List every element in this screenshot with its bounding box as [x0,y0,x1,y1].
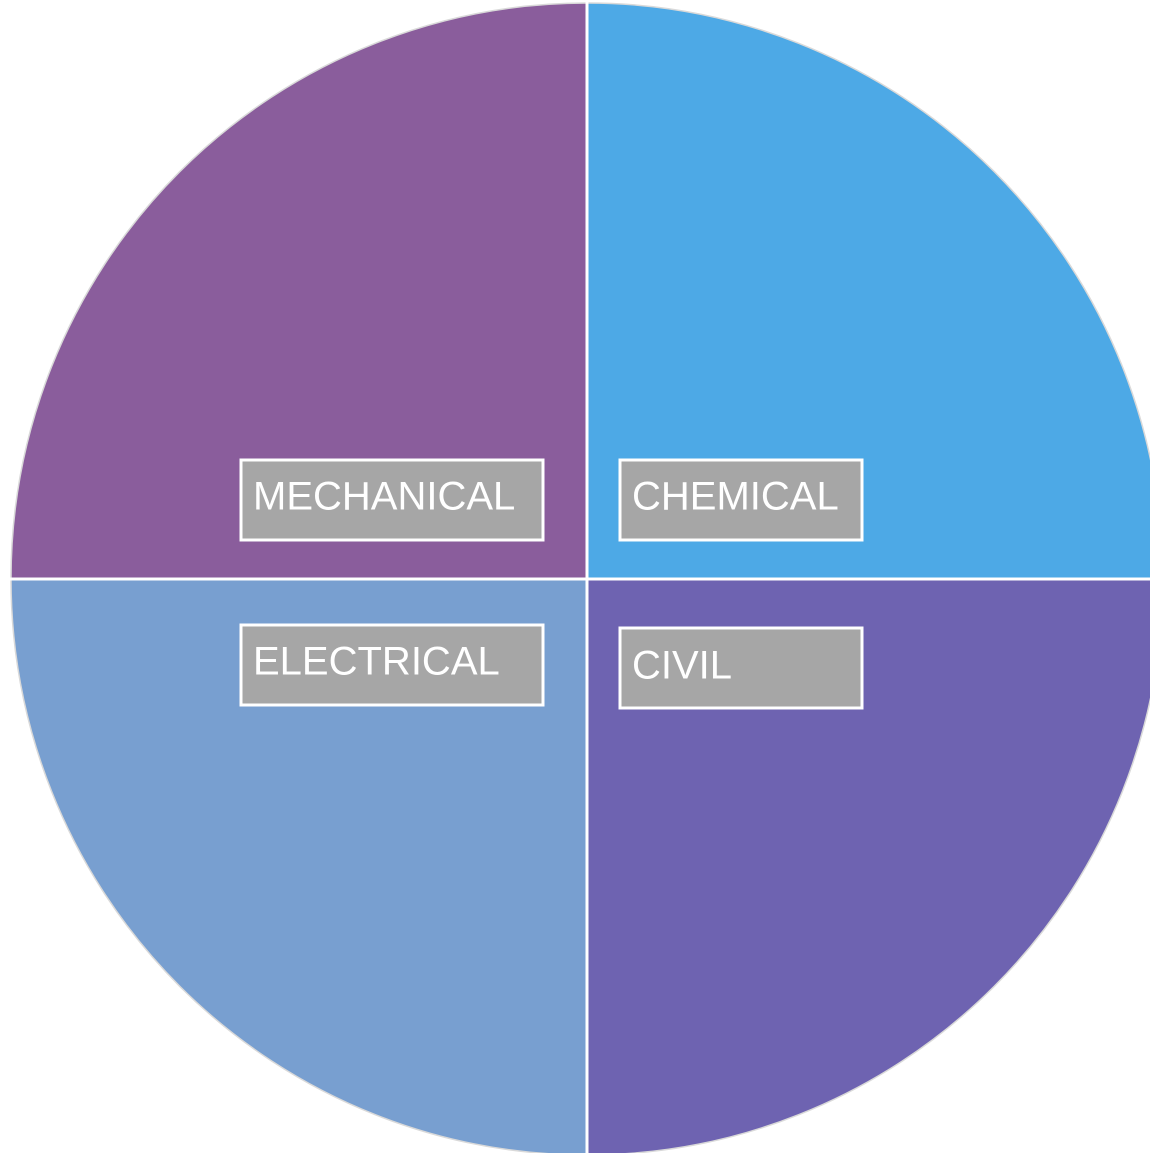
label-box [239,458,545,542]
node-label: CIVIL [632,644,732,688]
quadrant-bottom-right [587,579,1150,1153]
quadrant-bottom-left [11,579,587,1153]
label-box [239,623,545,707]
quadrant-top-right [587,3,1150,579]
node-label: ELECTRICAL [253,640,500,684]
label-box [618,626,864,710]
node-label: MECHANICAL [253,475,515,519]
node-label: CHEMICAL [632,475,839,519]
label-box [618,458,864,542]
quadrant-top-left [11,3,587,579]
